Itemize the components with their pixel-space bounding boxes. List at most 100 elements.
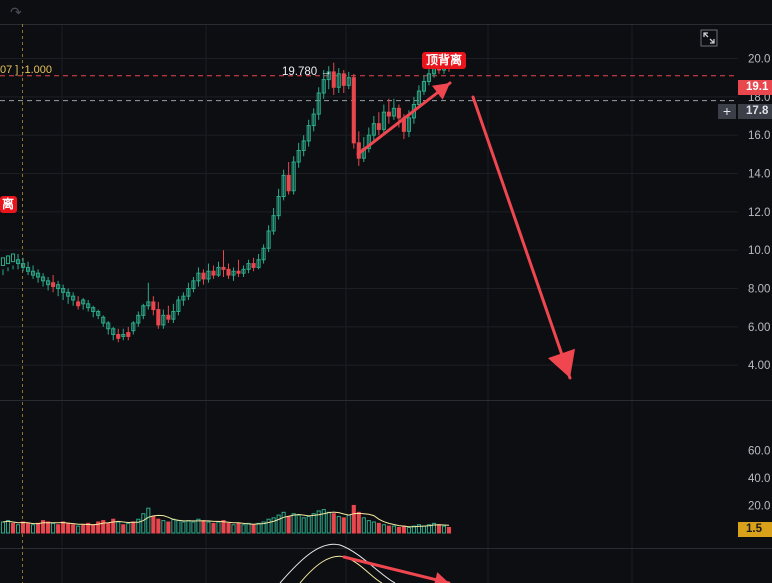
volume-bar [156, 518, 161, 534]
candle [251, 257, 256, 272]
price-tick-label: 8.00 [748, 284, 770, 296]
volume-bar [201, 520, 206, 534]
candle-body [386, 111, 391, 117]
volume-bar [401, 525, 406, 534]
candle-body [241, 268, 246, 274]
volume-bar [351, 504, 356, 534]
volume-bar [20, 521, 26, 534]
price-tick-label: 14.0 [748, 169, 770, 181]
candle [266, 225, 271, 253]
candle [61, 284, 66, 300]
candle [236, 259, 241, 277]
candle-body [171, 311, 176, 320]
volume-bar [0, 521, 6, 534]
crosshair-plus-button[interactable]: + [718, 104, 736, 119]
volume-bar [76, 525, 81, 534]
candle [10, 253, 16, 270]
candle-body [141, 305, 146, 316]
volume-bar [186, 520, 191, 534]
candle [96, 309, 101, 320]
candle-body [96, 311, 101, 316]
candle [0, 257, 6, 276]
price-tick-label: 16.0 [748, 130, 770, 142]
volume-bar [291, 513, 296, 534]
downtrend-arrow [471, 95, 576, 380]
candle-body [176, 299, 181, 312]
candle [191, 277, 196, 293]
candle [86, 300, 91, 312]
candle-body [346, 77, 351, 86]
candle [356, 131, 361, 166]
volume-bar [136, 518, 141, 534]
candle-body [276, 196, 281, 217]
candle-body [111, 328, 116, 335]
candle-body [186, 288, 191, 297]
uptrend-arrow [356, 81, 452, 156]
candle [101, 315, 106, 327]
candle [216, 261, 221, 277]
candle [121, 328, 126, 341]
candle-body [31, 270, 36, 276]
candle-body [181, 295, 186, 301]
candle-body [86, 303, 91, 309]
candle [311, 108, 316, 132]
volume-bar [131, 521, 136, 534]
volume-bar [376, 522, 381, 534]
volume-bar [146, 507, 151, 534]
candle [281, 169, 286, 201]
candle [291, 156, 296, 195]
volume-bar [121, 524, 126, 534]
volume-bar [386, 525, 391, 534]
candle-body [356, 142, 361, 159]
chart-grid [0, 24, 772, 583]
candle [231, 267, 236, 281]
chart-toolbar: ↷ [0, 0, 772, 24]
candle [331, 62, 336, 95]
candle [221, 250, 226, 277]
candle-body [41, 276, 46, 282]
volume-bar [226, 522, 231, 534]
candle [146, 282, 151, 310]
volume-bar [411, 525, 416, 534]
candle-body [406, 117, 411, 132]
volume-bar [111, 518, 116, 534]
candle-body [296, 150, 301, 163]
volume-bar [191, 521, 196, 534]
volume-bar [331, 513, 336, 534]
volume-bar [306, 515, 311, 534]
volume-bar [181, 521, 186, 534]
candle [286, 162, 291, 195]
macd-indicator [279, 543, 396, 583]
candle-body [161, 314, 166, 326]
candle-body [291, 161, 296, 192]
candle-body [316, 92, 321, 115]
candle [116, 328, 121, 343]
volume-bar [15, 524, 21, 534]
volume-bar [241, 524, 246, 534]
candle [51, 275, 56, 293]
candle [31, 265, 36, 279]
candle-body [131, 322, 136, 332]
volume-bar [196, 518, 201, 534]
redo-icon[interactable]: ↷ [10, 4, 22, 20]
candle [5, 255, 11, 272]
volume-axis: 60.0 40.0 20.0 [748, 445, 770, 512]
candle [91, 305, 96, 318]
volume-bar [151, 515, 156, 534]
candle [206, 263, 211, 283]
candle [366, 127, 371, 153]
candle-body [231, 270, 236, 276]
volume-bar [286, 515, 291, 534]
candle-body [51, 282, 56, 288]
volume-bar [271, 517, 276, 534]
candle [126, 326, 131, 341]
price-tick-label: 20.0 [748, 54, 770, 66]
candle-body [311, 113, 316, 127]
candle-body [146, 301, 151, 307]
candle-body [331, 71, 336, 88]
volume-bar [326, 511, 331, 534]
peak-price-arrow: → [320, 66, 332, 78]
fullscreen-icon[interactable] [700, 29, 718, 47]
candle [381, 104, 386, 134]
candle-body [396, 107, 401, 119]
